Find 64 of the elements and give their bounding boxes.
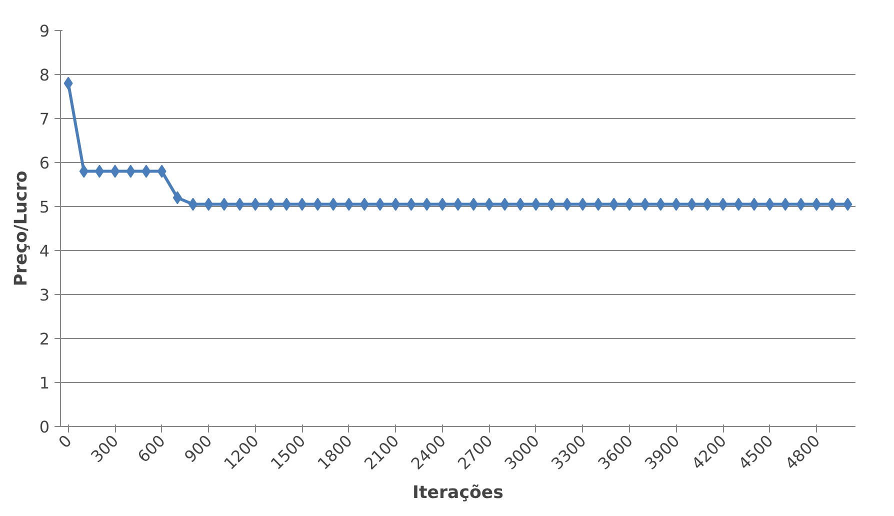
point: [422, 198, 432, 211]
point: [531, 198, 540, 211]
point: [609, 198, 618, 211]
point: [142, 164, 151, 178]
point: [438, 198, 447, 211]
y-tick-label: 2: [39, 330, 50, 348]
y-tick-label: 3: [39, 286, 50, 304]
point: [656, 198, 666, 211]
y-tick-label: 9: [39, 22, 50, 40]
point: [250, 198, 260, 211]
y-tick-label: 6: [39, 154, 50, 172]
y-tick-label: 8: [39, 66, 50, 84]
point: [796, 198, 806, 211]
y-tick-label: 4: [39, 242, 50, 260]
point: [172, 191, 182, 204]
point: [780, 198, 790, 211]
point: [157, 164, 166, 178]
point: [376, 198, 385, 211]
point: [282, 198, 292, 211]
y-tick-label: 5: [39, 198, 50, 216]
point: [594, 198, 603, 211]
point: [64, 76, 73, 90]
point: [94, 164, 104, 178]
point: [812, 198, 822, 211]
point: [344, 198, 354, 211]
point: [360, 198, 369, 211]
point: [484, 198, 494, 211]
point: [500, 198, 510, 211]
point: [578, 198, 588, 211]
point: [672, 198, 681, 211]
point: [391, 198, 400, 211]
y-tick-label: 0: [39, 418, 50, 436]
point: [235, 198, 244, 211]
x-tick-label: 900: [180, 431, 216, 466]
point: [110, 164, 120, 178]
point: [765, 198, 774, 211]
point: [406, 198, 416, 211]
point: [516, 198, 525, 211]
y-tick-label: 7: [39, 110, 50, 128]
point: [750, 198, 759, 211]
point: [843, 198, 852, 211]
point: [547, 198, 556, 211]
point: [298, 198, 307, 211]
point: [687, 198, 696, 211]
point: [220, 198, 229, 211]
y-tick-label: 1: [39, 374, 50, 392]
point: [624, 198, 634, 211]
point: [828, 198, 837, 211]
point: [313, 198, 322, 211]
point: [79, 164, 88, 178]
point: [562, 198, 572, 211]
point: [328, 198, 338, 211]
x-axis-title: Iterações: [412, 482, 504, 503]
y-axis-title: Preço/Lucro: [11, 170, 32, 286]
point: [204, 198, 214, 211]
x-tick-label: 0: [54, 431, 76, 452]
point: [266, 198, 276, 211]
point: [640, 198, 650, 211]
point: [469, 198, 478, 211]
point: [702, 198, 712, 211]
x-tick-label: 600: [134, 431, 169, 466]
point: [734, 198, 744, 211]
point: [126, 164, 136, 178]
x-tick-label: 300: [87, 431, 122, 466]
